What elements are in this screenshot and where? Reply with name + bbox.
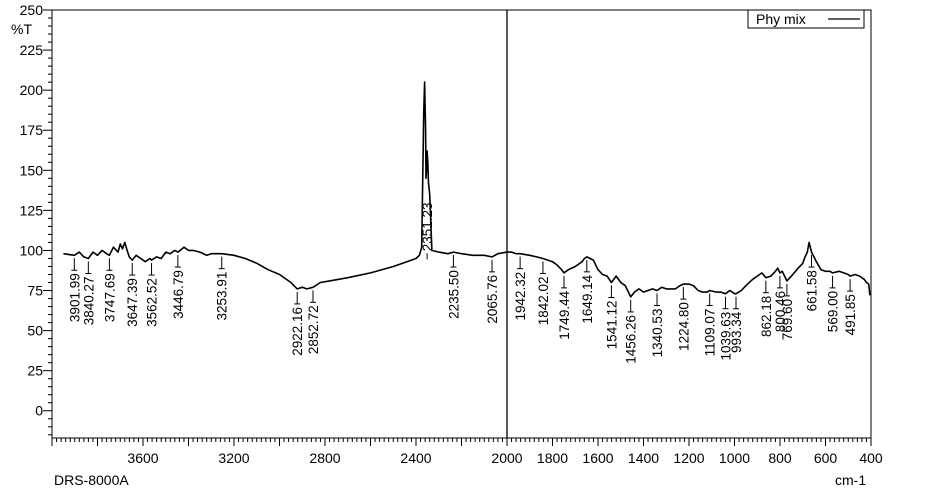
peak-label: 993.34 (729, 311, 744, 353)
peak-label: 569.00 (826, 291, 841, 332)
peak-label: 1456.26 (624, 315, 639, 364)
y-tick-label: 100 (20, 242, 44, 258)
y-tick-label: 75 (27, 283, 43, 299)
peak-label: 1649.14 (580, 274, 595, 323)
peak-label: 2852.72 (306, 305, 321, 354)
peak-label: 1224.80 (676, 302, 691, 351)
peak-label: 769.60 (780, 299, 795, 340)
peak-label: 1942.32 (513, 272, 528, 321)
peak-label: 862.18 (759, 296, 774, 337)
y-tick-label: 125 (20, 202, 44, 218)
y-tick-label: 250 (20, 2, 44, 18)
axes: 0 25 50 75 100 125 150 175 200 225 250 3600 3200 2800… (20, 2, 883, 466)
peak-label: 491.85 (843, 294, 858, 335)
peak-label: 2922.16 (290, 307, 305, 356)
plot-frame (51, 9, 872, 439)
peak-label: 1541.12 (604, 301, 619, 350)
peak-label: 2235.50 (446, 270, 461, 319)
x-tick-label: 3600 (127, 450, 158, 466)
peak-label: 3562.52 (145, 278, 160, 327)
peak-label: 2065.76 (485, 275, 500, 324)
peak-label: 3901.99 (67, 273, 82, 322)
x-axis-unit-label: cm-1 (835, 472, 866, 488)
x-tick-label: 1000 (719, 450, 750, 466)
legend: Phy mix (747, 9, 865, 29)
x-tick-label: 600 (814, 450, 838, 466)
legend-label: Phy mix (756, 11, 806, 27)
y-tick-label: 150 (20, 162, 44, 178)
y-tick-label: 225 (20, 42, 44, 58)
x-tick-label: 2400 (400, 450, 431, 466)
x-tick-label: 1600 (582, 450, 613, 466)
y-axis-label: %T (11, 21, 32, 37)
y-tick-label: 0 (35, 403, 43, 419)
y-tick-label: 25 (27, 363, 43, 379)
series-layer (63, 81, 871, 298)
y-tick-label: 175 (20, 122, 44, 138)
peak-labels: 3901.99 3840.27 3747.69 3647.39 3562.52 3446.… (67, 202, 858, 363)
y-tick-label: 50 (27, 323, 43, 339)
peak-label: 1340.53 (650, 309, 665, 358)
peak-label: 1109.07 (703, 309, 718, 357)
x-tick-label: 2800 (309, 450, 340, 466)
x-tick-label: 1200 (673, 450, 704, 466)
x-tick-label: 1400 (628, 450, 659, 466)
peak-label: 661.58 (804, 270, 819, 311)
x-tick-label: 3200 (218, 450, 249, 466)
x-tick-label: 800 (768, 450, 792, 466)
x-tick-label: 1800 (537, 450, 568, 466)
peak-label: 3840.27 (81, 276, 96, 325)
peak-label: 1039.63 (718, 312, 733, 361)
series-line (63, 81, 871, 298)
peak-label: 3253.91 (215, 272, 230, 321)
x-tick-label: 400 (859, 450, 883, 466)
peak-label: 800.46 (773, 291, 788, 332)
x-tick-label: 2000 (491, 450, 522, 466)
instrument-label: DRS-8000A (54, 472, 129, 488)
peak-label: 3747.69 (102, 273, 117, 322)
peak-label: 1749.44 (557, 290, 572, 339)
peak-label: 1842.02 (536, 276, 551, 325)
peak-label: 3446.79 (171, 270, 186, 319)
peak-label: 3647.39 (125, 278, 140, 327)
legend-box (747, 9, 865, 29)
y-tick-label: 200 (20, 82, 44, 98)
